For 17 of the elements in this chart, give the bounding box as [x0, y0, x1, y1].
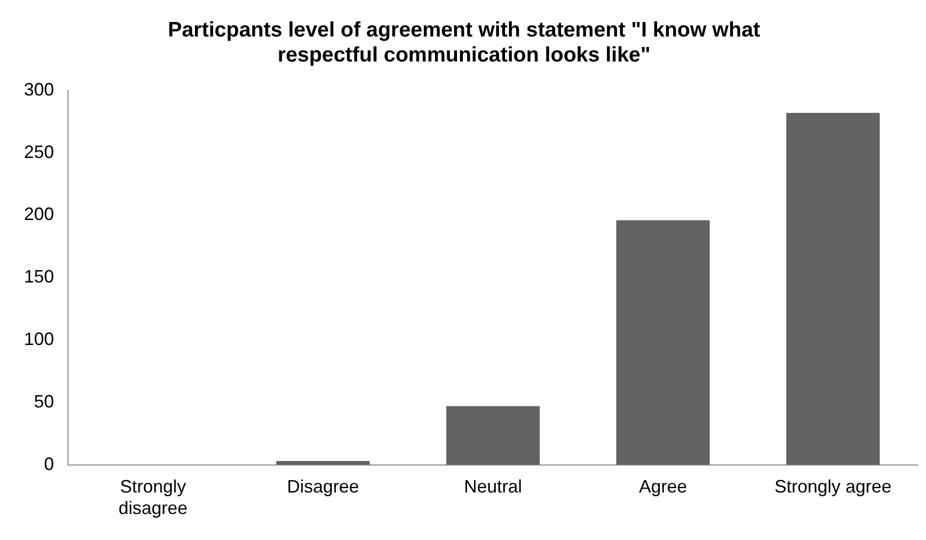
x-tick-label: Strongly disagree [118, 476, 188, 518]
y-tick-label: 100 [24, 328, 54, 349]
bar [276, 461, 370, 465]
chart-title: Particpants level of agreement with statement "I know what respectful communication looks like" [168, 18, 760, 67]
x-tick-label: Strongly agree [774, 476, 892, 497]
y-tick-label: 0 [44, 454, 54, 474]
y-tick-label: 50 [34, 391, 54, 412]
y-tick-label: 150 [24, 266, 54, 287]
y-tick-label: 250 [24, 142, 54, 162]
x-tick-label: Agree [638, 476, 688, 497]
bar [786, 112, 880, 465]
bar [446, 406, 540, 465]
y-tick-label: 200 [24, 204, 54, 224]
x-tick-label: Neutral [464, 476, 522, 497]
x-tick-label: Disagree [287, 476, 360, 497]
bar [616, 220, 710, 465]
y-tick-label: 300 [24, 79, 54, 100]
